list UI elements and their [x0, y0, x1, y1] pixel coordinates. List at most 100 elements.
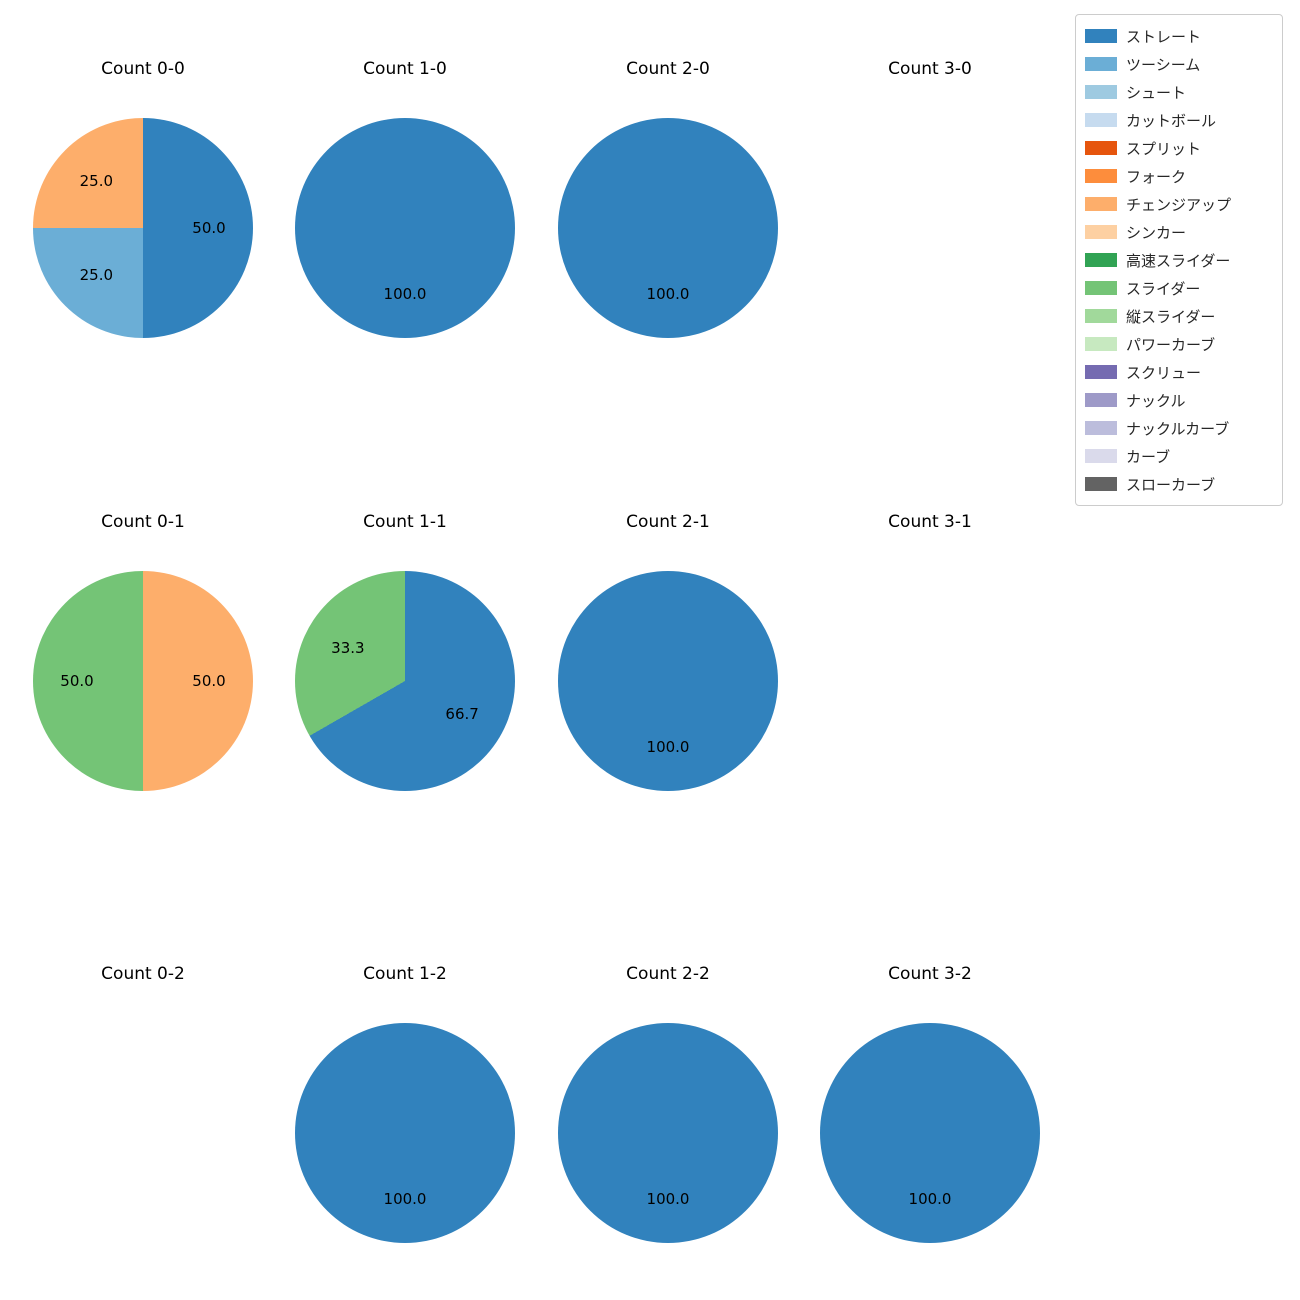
subplot-title: Count 2-1: [626, 512, 710, 532]
legend-label: ストレート: [1126, 27, 1202, 46]
subplot-title: Count 0-0: [101, 59, 185, 79]
legend-label: スライダー: [1126, 279, 1201, 298]
legend-item: 縦スライダー: [1085, 302, 1273, 330]
pie: 50.0 50.0: [33, 571, 253, 791]
pie: 100.0: [558, 571, 778, 791]
legend-label: スローカーブ: [1126, 475, 1216, 494]
legend-color-swatch: [1085, 85, 1117, 99]
pie-chart: 100.0: [558, 118, 778, 338]
legend-item: フォーク: [1085, 162, 1273, 190]
legend-color-swatch: [1085, 309, 1117, 323]
pie-chart: 66.7 33.3: [295, 571, 515, 791]
pie-value-label: 100.0: [646, 285, 690, 303]
legend-item: スローカーブ: [1085, 470, 1273, 498]
legend-item: ツーシーム: [1085, 50, 1273, 78]
legend-item: ストレート: [1085, 22, 1273, 50]
legend-item: カーブ: [1085, 442, 1273, 470]
subplot-title: Count 1-2: [363, 964, 447, 984]
legend-color-swatch: [1085, 113, 1117, 127]
legend-item: スクリュー: [1085, 358, 1273, 386]
pie: 100.0: [558, 1023, 778, 1243]
subplot-count-3-1: Count 3-1: [799, 512, 1061, 852]
legend-label: カーブ: [1126, 447, 1171, 466]
legend-item: チェンジアップ: [1085, 190, 1273, 218]
legend-item: シンカー: [1085, 218, 1273, 246]
pie-value-label: 100.0: [383, 285, 427, 303]
legend-color-swatch: [1085, 141, 1117, 155]
legend-color-swatch: [1085, 169, 1117, 183]
legend-item: ナックルカーブ: [1085, 414, 1273, 442]
pie: 100.0: [295, 1023, 515, 1243]
pie-chart: 50.0 50.0: [33, 571, 253, 791]
pie: 100.0: [558, 118, 778, 338]
pie-value-label: 33.3: [331, 638, 365, 657]
pie-value-label: 50.0: [192, 672, 226, 690]
legend-color-swatch: [1085, 449, 1117, 463]
legend-label: ナックルカーブ: [1126, 419, 1230, 438]
subplot-title: Count 2-0: [626, 59, 710, 79]
legend-label: 縦スライダー: [1126, 307, 1216, 326]
subplot-count-0-2: Count 0-2: [12, 964, 274, 1300]
subplot-count-2-2: Count 2-2 100.0: [537, 964, 799, 1300]
subplot-count-0-0: Count 0-0 50.0 25.0 25.0: [12, 59, 274, 399]
legend-label: ナックル: [1126, 391, 1186, 410]
subplot-count-1-2: Count 1-2 100.0: [274, 964, 536, 1300]
legend-color-swatch: [1085, 29, 1117, 43]
subplot-count-0-1: Count 0-1 50.0 50.0: [12, 512, 274, 852]
legend-item: カットボール: [1085, 106, 1273, 134]
subplot-title: Count 3-2: [888, 964, 972, 984]
subplot-count-1-1: Count 1-1 66.7 33.3: [274, 512, 536, 852]
legend-label: パワーカーブ: [1126, 335, 1216, 354]
legend-label: チェンジアップ: [1126, 195, 1232, 214]
legend-color-swatch: [1085, 477, 1117, 491]
pie: 100.0: [295, 118, 515, 338]
pie-value-label: 100.0: [383, 1190, 427, 1208]
legend-label: シンカー: [1126, 223, 1187, 242]
legend-color-swatch: [1085, 57, 1117, 71]
pie-chart: [820, 118, 1040, 338]
pie-value-label: 100.0: [646, 1190, 690, 1208]
subplot-count-1-0: Count 1-0 100.0: [274, 59, 536, 399]
legend-label: ツーシーム: [1126, 55, 1201, 74]
pie-chart: 100.0: [295, 118, 515, 338]
legend-color-swatch: [1085, 281, 1117, 295]
pie-chart: [33, 1023, 253, 1243]
subplot-title: Count 3-1: [888, 512, 972, 532]
pie-chart: [820, 571, 1040, 791]
legend-item: パワーカーブ: [1085, 330, 1273, 358]
legend-label: スクリュー: [1126, 363, 1202, 382]
legend-label: フォーク: [1126, 167, 1187, 186]
pie-value-label: 100.0: [908, 1190, 952, 1208]
legend-item: スライダー: [1085, 274, 1273, 302]
pie: 100.0: [820, 1023, 1040, 1243]
legend-item: スプリット: [1085, 134, 1273, 162]
pie-value-label: 25.0: [79, 172, 114, 191]
subplot-count-2-0: Count 2-0 100.0: [537, 59, 799, 399]
pie-value-label: 25.0: [79, 265, 114, 284]
legend-item: ナックル: [1085, 386, 1273, 414]
legend-color-swatch: [1085, 365, 1117, 379]
legend: ストレートツーシームシュートカットボールスプリットフォークチェンジアップ シンカー…: [1075, 14, 1283, 506]
subplot-title: Count 1-1: [363, 512, 447, 532]
legend-color-swatch: [1085, 225, 1117, 239]
subplot-title: Count 1-0: [363, 59, 447, 79]
pie-chart: 100.0: [295, 1023, 515, 1243]
pie-value-label: 50.0: [192, 219, 226, 237]
subplot-title: Count 0-2: [101, 964, 185, 984]
legend-color-swatch: [1085, 337, 1117, 351]
legend-label: シュート: [1126, 83, 1187, 102]
subplot-title: Count 3-0: [888, 59, 972, 79]
legend-label: 高速スライダー: [1126, 251, 1231, 270]
pie-chart: 100.0: [558, 571, 778, 791]
legend-color-swatch: [1085, 421, 1117, 435]
pie-chart: 100.0: [820, 1023, 1040, 1243]
legend-item: シュート: [1085, 78, 1273, 106]
pie-value-label: 50.0: [60, 672, 94, 690]
legend-label: スプリット: [1126, 139, 1202, 158]
subplot-count-2-1: Count 2-1 100.0: [537, 512, 799, 852]
subplot-title: Count 2-2: [626, 964, 710, 984]
subplot-count-3-0: Count 3-0: [799, 59, 1061, 399]
legend-item: 高速スライダー: [1085, 246, 1273, 274]
legend-color-swatch: [1085, 253, 1117, 267]
